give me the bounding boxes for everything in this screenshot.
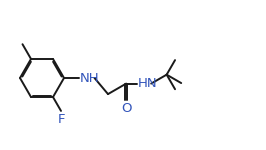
Text: O: O [121, 102, 131, 115]
Text: F: F [58, 113, 65, 126]
Text: NH: NH [80, 72, 100, 84]
Text: HN: HN [138, 77, 158, 90]
